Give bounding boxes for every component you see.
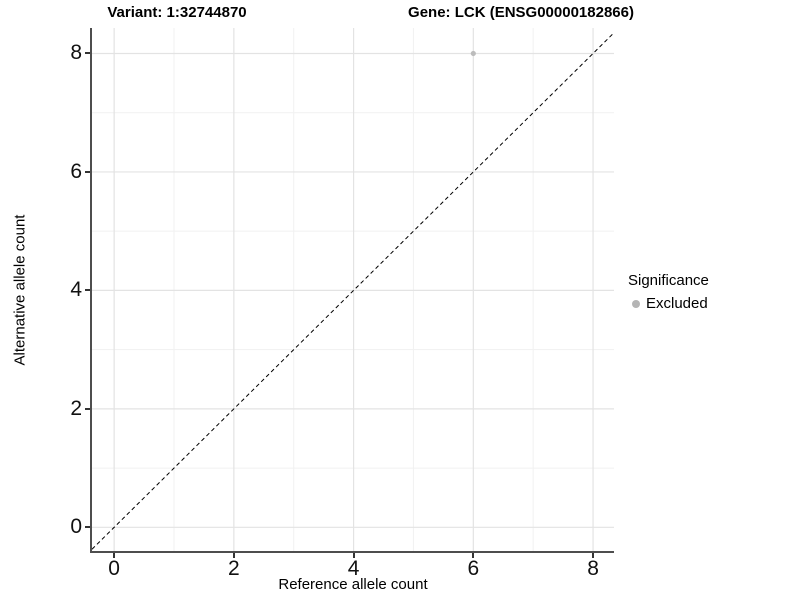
plot-title-variant: Variant: 1:32744870 [107, 4, 247, 21]
legend: Significance Excluded [628, 271, 709, 313]
y-tick-mark [85, 526, 90, 529]
x-tick-label: 8 [587, 557, 599, 580]
x-tick-label: 2 [228, 557, 240, 580]
data-point [470, 50, 476, 57]
y-tick-mark [85, 289, 90, 292]
x-tick-label: 0 [108, 557, 120, 580]
plot-panel [90, 28, 614, 553]
y-tick-label: 8 [70, 41, 82, 65]
y-tick-mark [85, 170, 90, 173]
x-tick-label: 6 [467, 557, 480, 580]
x-tick-mark [232, 553, 235, 558]
y-tick-label: 6 [70, 159, 82, 183]
legend-item-label: Excluded [646, 295, 708, 312]
x-tick-mark [352, 553, 355, 558]
plot-title-gene: Gene: LCK (ENSG00000182866) [408, 4, 634, 21]
y-axis-label: Alternative allele count [11, 214, 29, 366]
x-tick-mark [113, 553, 116, 558]
x-axis-label: Reference allele count [278, 576, 428, 593]
y-tick-mark [85, 52, 90, 55]
identity-reference-line [92, 32, 614, 550]
legend-item-excluded: Excluded [628, 294, 709, 313]
x-tick-label: 4 [347, 557, 360, 580]
y-tick-mark [85, 407, 90, 410]
x-tick-mark [592, 553, 595, 558]
y-tick-label: 4 [70, 278, 82, 302]
x-tick-mark [472, 553, 475, 558]
y-tick-label: 0 [70, 515, 82, 539]
legend-title: Significance [628, 272, 709, 289]
y-tick-label: 2 [70, 396, 82, 420]
plot-canvas [92, 28, 614, 551]
legend-key-dot-icon [632, 299, 640, 308]
